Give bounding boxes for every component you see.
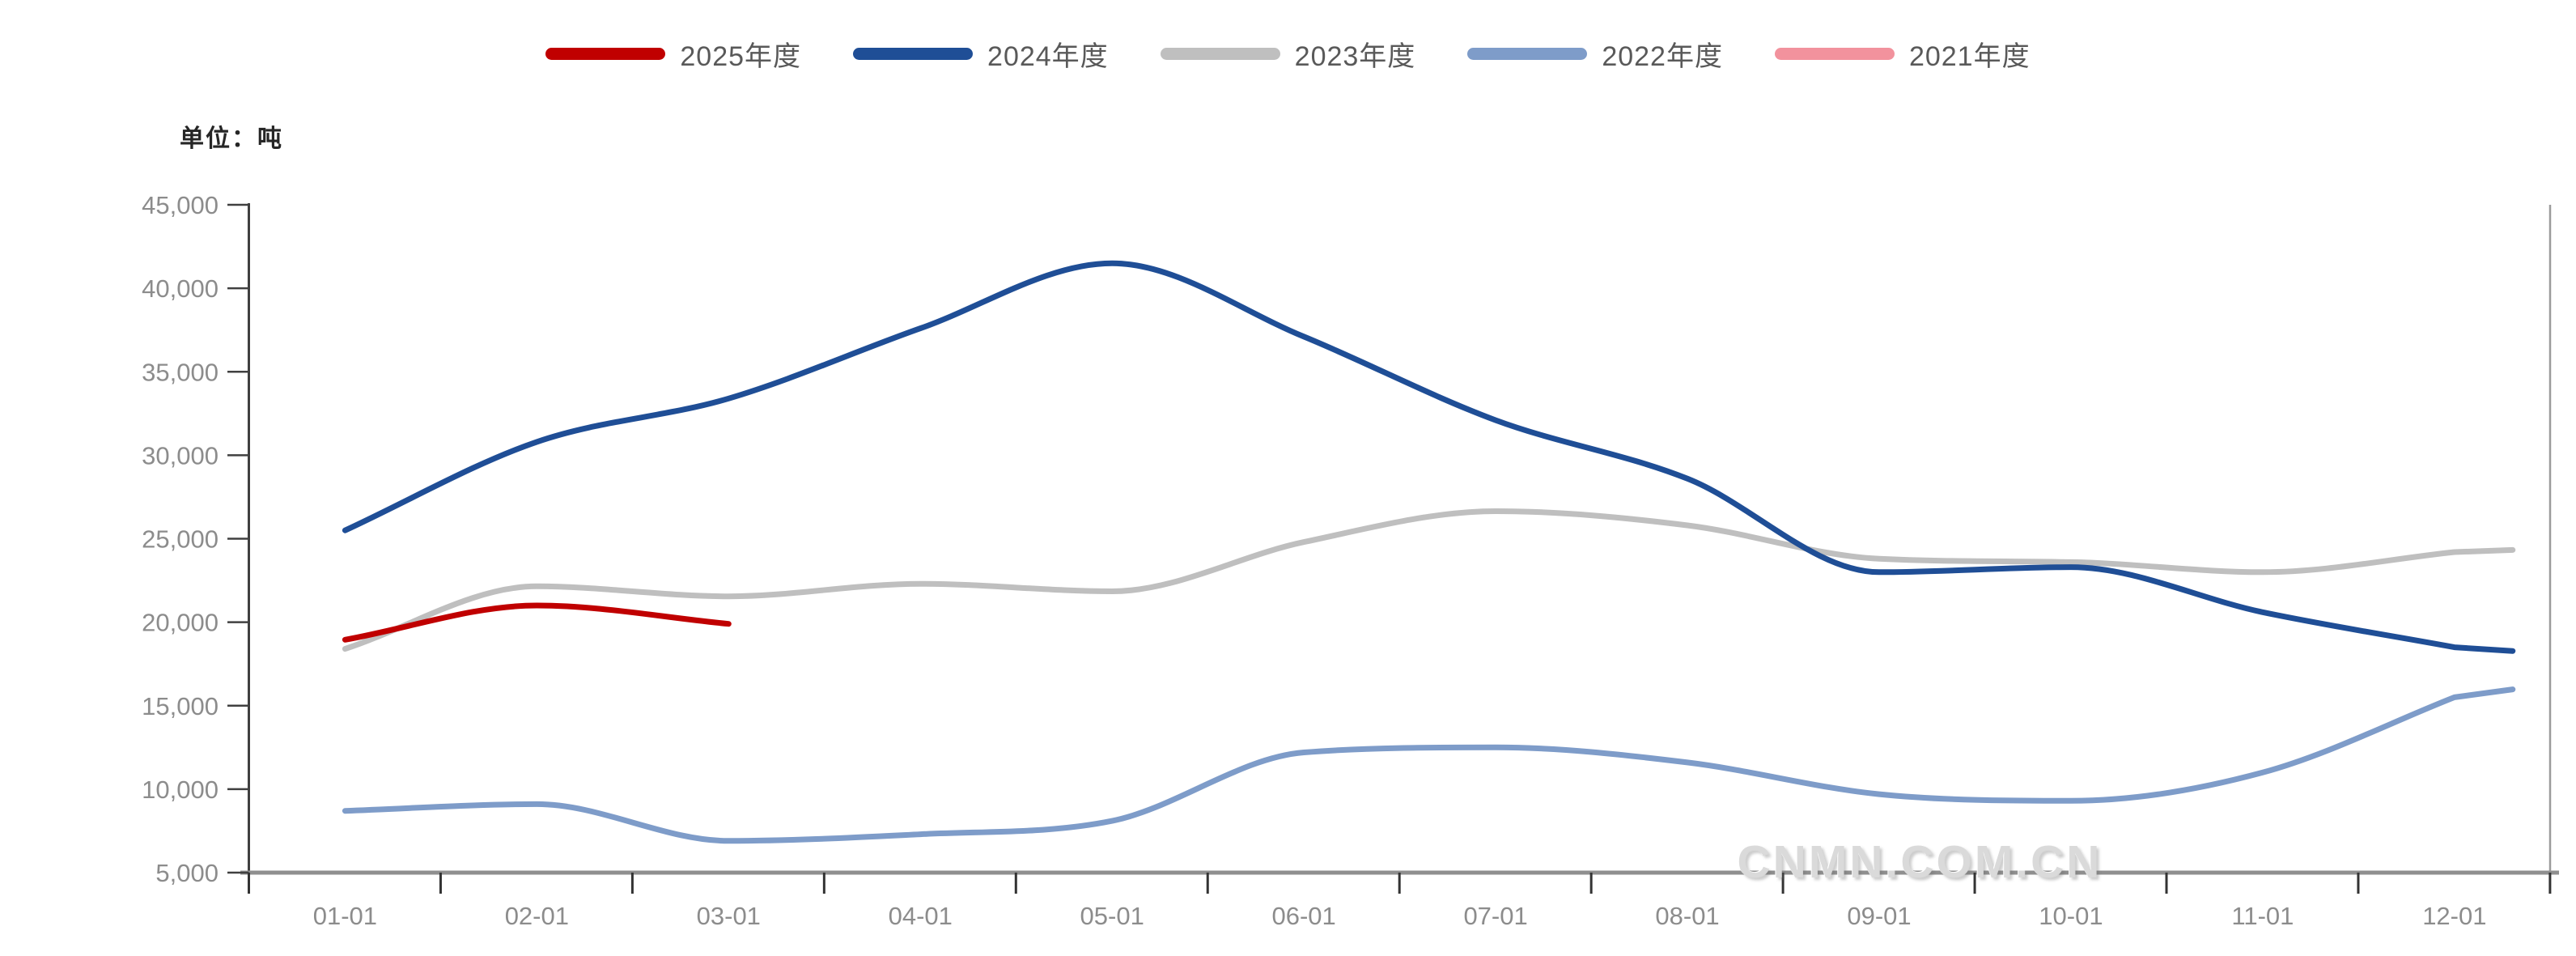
legend-item-label: 2022年度: [1602, 41, 1723, 72]
x-tick-label: 02-01: [505, 902, 569, 930]
legend-swatch-icon: [545, 48, 666, 60]
y-tick-label: 25,000: [142, 525, 219, 554]
legend-swatch-icon: [1467, 48, 1588, 60]
unit-label: 单位：吨: [180, 125, 283, 152]
x-tick-label: 11-01: [2231, 902, 2294, 930]
y-tick-label: 5,000: [155, 859, 219, 887]
x-tick-label: 08-01: [1655, 902, 1719, 930]
watermark: CNMN.COM.CN: [1737, 836, 2103, 888]
y-tick-label: 10,000: [142, 775, 219, 804]
legend-item-label: 2025年度: [680, 41, 802, 72]
legend-item[interactable]: 2025年度: [545, 34, 801, 74]
x-tick-label: 12-01: [2422, 902, 2486, 930]
legend-swatch-icon: [853, 48, 974, 60]
x-tick-label: 10-01: [2039, 902, 2103, 930]
series-line-2023年度: [342, 508, 2516, 652]
x-tick-label: 01-01: [313, 902, 377, 930]
legend-item-label: 2021年度: [1908, 41, 2031, 72]
legend-item-label: 2023年度: [1294, 41, 1416, 72]
y-tick-label: 40,000: [142, 274, 219, 303]
x-tick-label: 09-01: [1847, 902, 1911, 930]
y-tick-label: 45,000: [142, 191, 219, 219]
series-line-2024年度: [342, 260, 2516, 654]
y-tick-label: 30,000: [142, 441, 219, 470]
series-line-2025年度: [342, 602, 732, 643]
legend-swatch-icon: [1160, 48, 1280, 60]
x-tick-label: 06-01: [1272, 902, 1336, 930]
legend-swatch-icon: [1774, 48, 1895, 60]
y-tick-label: 20,000: [142, 609, 219, 637]
series-line-2022年度: [342, 686, 2516, 844]
y-tick-label: 35,000: [142, 358, 219, 386]
legend-item[interactable]: 2022年度: [1467, 34, 1723, 74]
legend-item[interactable]: 2023年度: [1160, 34, 1416, 74]
legend-item[interactable]: 2024年度: [853, 34, 1109, 74]
legend: 2025年度 2024年度 2023年度 2022年度 2021年度: [0, 34, 2576, 74]
x-tick-label: 04-01: [889, 902, 953, 930]
x-tick-label: 05-01: [1080, 902, 1144, 930]
legend-item-label: 2024年度: [987, 41, 1109, 72]
y-tick-label: 15,000: [142, 692, 219, 720]
x-tick-label: 03-01: [697, 902, 761, 930]
x-tick-label: 07-01: [1463, 902, 1527, 930]
legend-item[interactable]: 2021年度: [1774, 34, 2031, 74]
